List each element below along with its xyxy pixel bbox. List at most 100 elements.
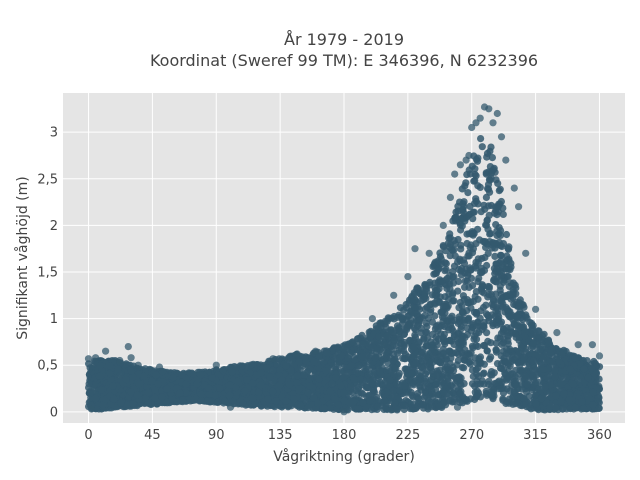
data-point [522,311,530,319]
data-point [520,353,528,361]
data-point [300,394,308,403]
data-point [257,369,265,377]
data-point [518,380,526,388]
data-point [428,367,436,375]
data-point [484,282,492,291]
data-point [544,337,553,345]
data-point [472,172,480,180]
data-point [559,405,567,413]
data-point [435,298,443,306]
data-point [368,344,376,352]
data-point [472,155,481,163]
data-point [589,401,597,409]
data-point [440,313,448,322]
data-point [514,351,522,359]
data-point [466,357,474,366]
data-point [504,273,512,281]
data-point [322,367,330,375]
data-point [515,302,523,311]
data-point [472,309,481,317]
data-point [412,359,420,367]
data-point [525,364,533,372]
data-point [243,363,251,371]
data-point [497,251,505,260]
data-point [168,394,176,403]
data-point [409,379,417,388]
data-point [469,297,477,306]
data-point [370,368,378,376]
chart-title-line-2: Koordinat (Sweref 99 TM): E 346396, N 62… [150,51,538,70]
data-point [439,243,448,251]
data-point [484,249,492,257]
data-point [531,329,539,337]
data-point [400,402,408,410]
data-point [414,322,422,330]
data-point [422,328,430,336]
data-point [555,357,563,365]
data-point [469,229,477,237]
data-point [485,211,493,219]
data-point [441,365,449,373]
data-point [450,373,458,381]
data-point [454,207,462,215]
data-point [393,406,401,414]
data-point [269,366,277,374]
data-point [368,406,376,414]
data-point [384,359,392,368]
data-point [467,327,475,335]
data-point [404,366,412,374]
data-point [310,394,318,402]
data-point [473,380,481,389]
data-point [496,267,504,275]
data-point [520,358,528,366]
data-point [512,333,520,341]
data-point [401,382,409,390]
data-point [478,143,486,151]
data-point [359,379,367,387]
data-point [506,345,514,353]
data-point [466,210,474,218]
data-point [444,374,452,382]
data-point [350,376,358,384]
data-point [465,283,473,291]
data-point [282,362,290,370]
data-point [494,179,502,187]
data-point [389,392,397,400]
data-point [482,301,490,309]
data-point [450,297,458,305]
data-point [300,371,308,379]
data-point [507,259,515,267]
data-point [460,364,468,372]
data-point [449,291,457,299]
data-point [557,397,565,405]
data-point [456,198,464,206]
data-point [565,391,574,399]
data-point [460,380,468,388]
data-point [458,185,466,193]
data-point [445,277,453,285]
data-point [480,201,488,209]
data-point [459,308,467,316]
data-point [558,350,566,359]
data-point [454,258,462,266]
data-point [355,383,363,391]
data-point [427,376,435,384]
data-point [315,375,323,383]
data-point [560,390,568,398]
data-point [461,277,469,285]
data-point [496,231,505,239]
data-point [446,252,454,260]
data-point [382,323,390,332]
data-point [431,291,439,299]
data-point [326,404,334,412]
data-point [323,393,331,402]
data-point [523,380,531,388]
data-point [470,332,478,341]
data-point [483,347,491,355]
data-point [344,354,352,362]
data-point [445,391,453,399]
data-point [452,349,460,357]
data-point [464,299,472,307]
data-point [509,279,517,287]
